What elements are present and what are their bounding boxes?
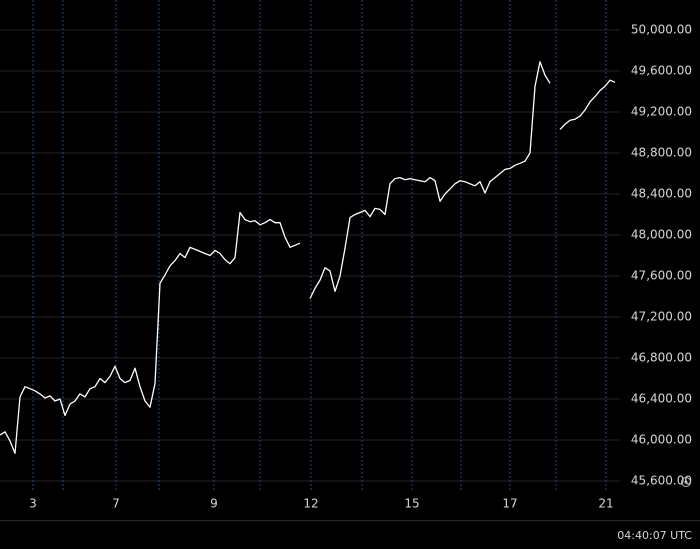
y-tick-label: 47,600.00 bbox=[631, 269, 692, 283]
y-tick-label: 46,000.00 bbox=[631, 432, 692, 446]
x-tick-label: 12 bbox=[303, 497, 318, 511]
x-tick-label: 3 bbox=[29, 497, 37, 511]
y-tick-label: 46,800.00 bbox=[631, 350, 692, 364]
y-tick-label: 48,400.00 bbox=[631, 187, 692, 201]
x-tick-label: 21 bbox=[598, 497, 613, 511]
y-tick-label: 45,600.00 bbox=[631, 473, 692, 487]
x-tick-label: 7 bbox=[112, 497, 120, 511]
x-tick-label: 17 bbox=[502, 497, 517, 511]
x-tick-label: 9 bbox=[210, 497, 218, 511]
price-line bbox=[0, 61, 616, 454]
y-tick-label: 50,000.00 bbox=[631, 23, 692, 37]
settings-icon[interactable] bbox=[681, 477, 691, 487]
y-tick-label: 47,200.00 bbox=[631, 309, 692, 323]
y-tick-label: 48,000.00 bbox=[631, 228, 692, 242]
y-tick-label: 46,400.00 bbox=[631, 391, 692, 405]
x-tick-label: 15 bbox=[404, 497, 419, 511]
y-tick-label: 48,800.00 bbox=[631, 146, 692, 160]
y-tick-label: 49,200.00 bbox=[631, 105, 692, 119]
clock: 04:40:07 UTC bbox=[617, 529, 692, 542]
y-tick-label: 49,600.00 bbox=[631, 64, 692, 78]
